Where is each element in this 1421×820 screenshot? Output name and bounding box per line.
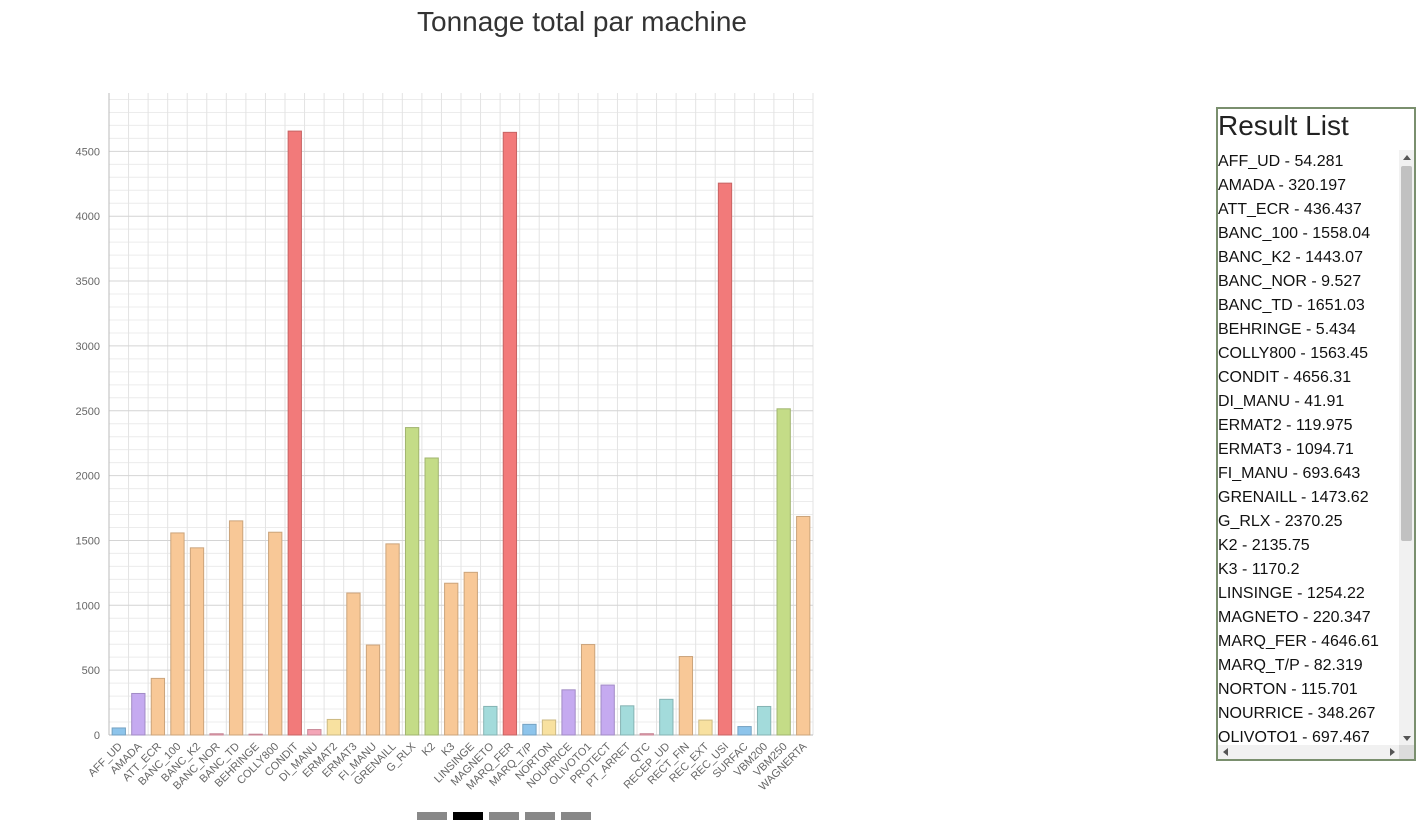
bar [424, 457, 439, 736]
result-list-item: K3 - 1170.2 [1218, 561, 1300, 578]
chart-title: Tonnage total par machine [417, 6, 747, 37]
y-tick-label: 1500 [76, 535, 100, 547]
bar [756, 705, 772, 736]
bar [659, 698, 674, 736]
bar [463, 571, 478, 736]
bar [561, 689, 576, 736]
y-tick-label: 4000 [76, 211, 100, 223]
scroll-down-icon[interactable] [1399, 731, 1414, 745]
bar-chart: 050010001500200025003000350040004500AFF_… [76, 93, 814, 793]
result-list-item: ATT_ECR - 436.437 [1218, 201, 1362, 218]
scroll-up-icon[interactable] [1399, 150, 1414, 164]
y-tick-label: 3500 [76, 276, 100, 288]
bar [639, 733, 654, 736]
bar [365, 644, 381, 736]
result-list-title: Result List [1218, 110, 1349, 141]
y-tick-label: 3000 [76, 341, 100, 353]
result-list-item: G_RLX - 2370.25 [1218, 513, 1343, 530]
scroll-left-icon[interactable] [1218, 745, 1232, 759]
result-list-item: MARQ_FER - 4646.61 [1218, 633, 1379, 650]
bar [228, 520, 244, 736]
bar [326, 718, 342, 736]
bar [385, 543, 400, 736]
result-list-item: ERMAT3 - 1094.71 [1218, 441, 1354, 458]
result-list-item: MARQ_T/P - 82.319 [1218, 657, 1363, 674]
result-list-item: BANC_TD - 1651.03 [1218, 297, 1365, 314]
result-list-item: OLIVOTO1 - 697.467 [1218, 729, 1370, 745]
page-indicator[interactable] [525, 812, 555, 820]
result-list-item: BANC_100 - 1558.04 [1218, 225, 1371, 242]
bar [189, 547, 205, 736]
bar [522, 723, 537, 736]
x-tick-label: K2 [420, 741, 438, 759]
y-tick-label: 4500 [76, 146, 100, 158]
bar [580, 644, 596, 736]
bar [717, 182, 733, 736]
bar [678, 656, 694, 736]
bar [600, 684, 615, 736]
bar [737, 726, 752, 736]
y-tick-label: 2000 [76, 471, 100, 483]
bar [404, 427, 420, 736]
bar [483, 705, 498, 736]
bar [307, 729, 322, 736]
result-list-item: NORTON - 115.701 [1218, 681, 1358, 698]
bar [444, 582, 459, 736]
result-list-item: NOURRICE - 348.267 [1218, 705, 1376, 722]
result-list-item: BEHRINGE - 5.434 [1218, 321, 1356, 338]
result-list-item: COLLY800 - 1563.45 [1218, 345, 1369, 362]
result-list-item: BANC_K2 - 1443.07 [1218, 249, 1363, 266]
result-list[interactable]: AFF_UD - 54.281 AMADA - 320.197 ATT_ECR - … [1218, 150, 1399, 745]
bar [796, 515, 811, 736]
result-list-item: LINSINGE - 1254.22 [1218, 585, 1365, 602]
result-list-item: FI_MANU - 693.643 [1218, 465, 1361, 482]
y-tick-label: 1000 [76, 600, 100, 612]
result-list-panel: Result List AFF_UD - 54.281 AMADA - 320.1… [1216, 107, 1416, 761]
bar [209, 733, 224, 736]
page-indicator[interactable] [417, 812, 447, 820]
bar [248, 733, 263, 736]
scroll-thumb[interactable] [1401, 166, 1412, 541]
page-indicator-active[interactable] [453, 812, 483, 820]
result-list-item: MAGNETO - 220.347 [1218, 609, 1371, 626]
horizontal-scrollbar[interactable] [1218, 745, 1399, 759]
bar [620, 705, 635, 736]
y-tick-label: 2500 [76, 406, 100, 418]
scroll-corner [1399, 745, 1414, 759]
bar [170, 532, 185, 736]
bar [111, 727, 126, 736]
result-list-item: ERMAT2 - 119.975 [1218, 417, 1353, 434]
bar [502, 131, 518, 736]
bar [268, 531, 283, 736]
bar [150, 677, 166, 736]
y-tick-label: 500 [82, 665, 100, 677]
bar [776, 408, 791, 736]
page-indicator[interactable] [489, 812, 519, 820]
result-list-item: BANC_NOR - 9.527 [1218, 273, 1362, 290]
bar [698, 719, 713, 736]
bar [131, 692, 146, 736]
page-indicator[interactable] [561, 812, 591, 820]
result-list-item: CONDIT - 4656.31 [1218, 369, 1352, 386]
y-tick-label: 0 [94, 730, 100, 742]
vertical-scrollbar[interactable] [1399, 150, 1414, 745]
scroll-right-icon[interactable] [1385, 745, 1399, 759]
result-list-item: DI_MANU - 41.91 [1218, 393, 1345, 410]
bar [346, 592, 361, 736]
bar [287, 130, 302, 736]
bar [541, 719, 557, 736]
result-list-item: AFF_UD - 54.281 [1218, 153, 1344, 170]
result-list-item: K2 - 2135.75 [1218, 537, 1310, 554]
result-list-item: GRENAILL - 1473.62 [1218, 489, 1369, 506]
result-list-item: AMADA - 320.197 [1218, 177, 1347, 194]
